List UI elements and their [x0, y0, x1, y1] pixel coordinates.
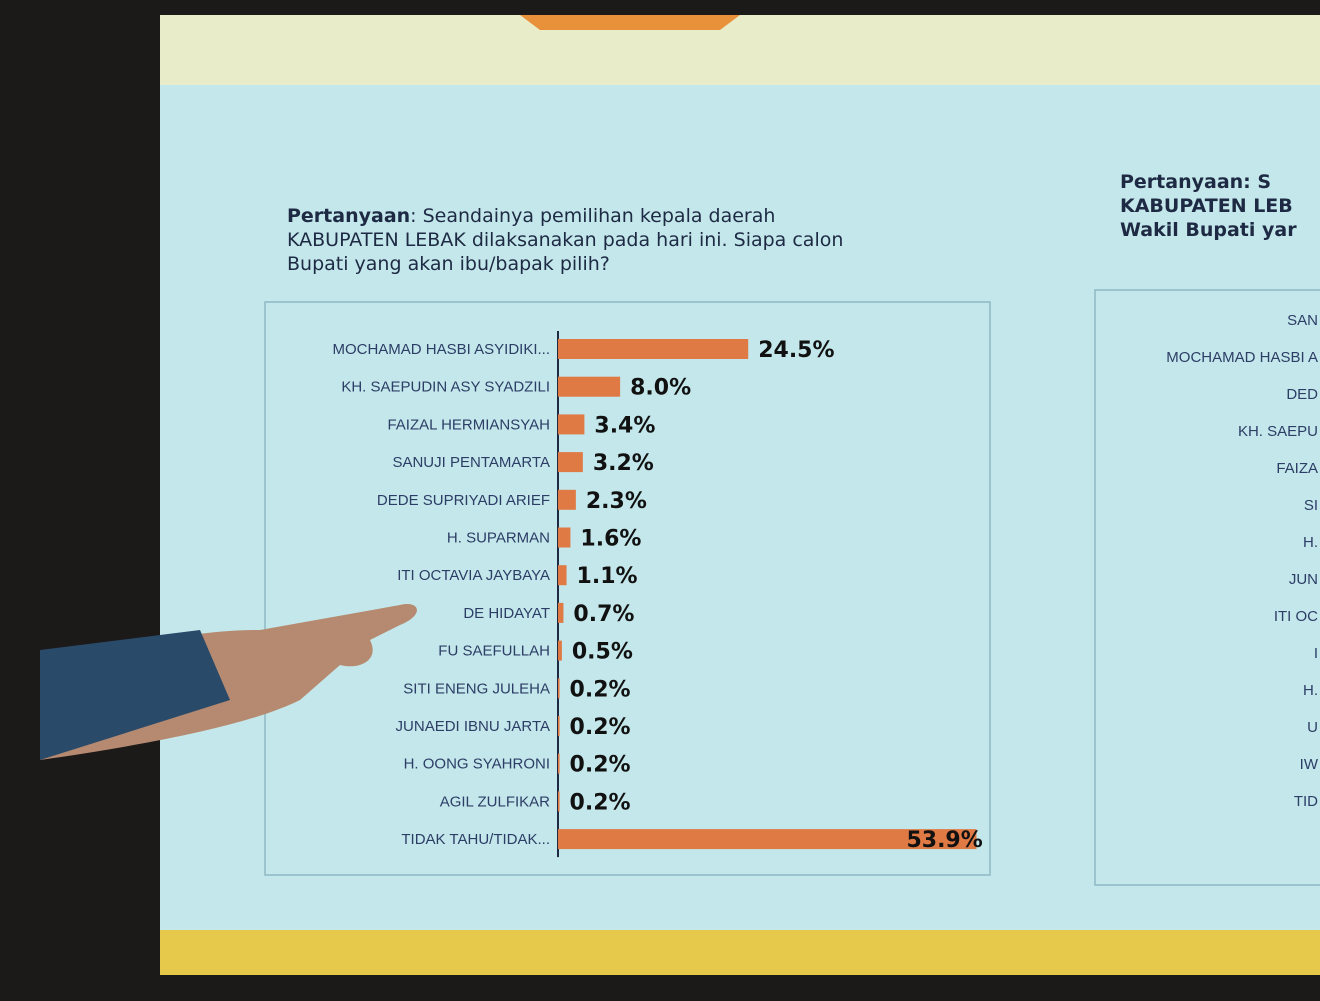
- side-label: ITI OC: [1274, 608, 1318, 625]
- side-label: SI: [1304, 497, 1318, 514]
- sleeve: [40, 630, 230, 760]
- bar: [558, 753, 560, 774]
- slide-top-band: [160, 15, 1320, 85]
- value-label: 24.5%: [758, 338, 834, 363]
- value-label: 0.2%: [570, 715, 631, 740]
- value-label: 0.5%: [572, 640, 633, 665]
- y-tick-label: AGIL ZULFIKAR: [440, 793, 550, 810]
- value-label: 3.2%: [593, 451, 654, 476]
- slide-bottom-band: [160, 930, 1320, 975]
- bar: [558, 376, 621, 397]
- value-label: 1.1%: [577, 564, 638, 589]
- side-title: Pertanyaan: S KABUPATEN LEB Wakil Bupati y…: [1120, 171, 1297, 241]
- side-label: MOCHAMAD HASBI A: [1166, 349, 1318, 366]
- side-label: IW: [1300, 756, 1319, 773]
- y-tick-label: KH. SAEPUDIN ASY SYADZILI: [341, 379, 550, 396]
- bar: [558, 527, 571, 548]
- title-line: Bupati yang akan ibu/bapak pilih?: [287, 253, 610, 275]
- bar: [558, 452, 583, 473]
- side-label: I: [1314, 645, 1318, 662]
- side-label: DED: [1286, 386, 1318, 403]
- y-tick-label: FAIZAL HERMIANSYAH: [387, 416, 550, 433]
- value-label: 53.9%: [906, 828, 982, 853]
- side-label: KH. SAEPU: [1238, 423, 1318, 440]
- value-label: 0.7%: [573, 602, 634, 627]
- side-label: JUN: [1289, 571, 1318, 588]
- bar: [558, 602, 564, 623]
- top-decoration: [520, 15, 740, 30]
- side-title-label: Pertanyaan: [1120, 171, 1243, 193]
- y-tick-label: H. SUPARMAN: [447, 530, 550, 547]
- side-label: TID: [1294, 793, 1318, 810]
- side-label: H.: [1303, 682, 1318, 699]
- y-tick-label: ITI OCTAVIA JAYBAYA: [397, 567, 550, 584]
- side-label: U: [1307, 719, 1318, 736]
- bar: [558, 414, 585, 435]
- value-label: 0.2%: [570, 790, 631, 815]
- chart-marks: MOCHAMAD HASBI ASYIDIKI... 24.5% KH. SAEPU…: [332, 312, 1319, 858]
- y-tick-label: SITI ENENG JULEHA: [403, 680, 550, 697]
- bar: [558, 339, 749, 359]
- y-tick-label: JUNAEDI IBNU JARTA: [396, 718, 550, 735]
- value-label: 2.3%: [586, 489, 647, 514]
- title-label: Pertanyaan: [287, 205, 410, 227]
- chart-title: Pertanyaan: Seandainya pemilihan kepala …: [287, 205, 843, 275]
- side-label: SAN: [1287, 312, 1318, 329]
- y-tick-label: MOCHAMAD HASBI ASYIDIKI...: [332, 341, 550, 358]
- y-tick-label: TIDAK TAHU/TIDAK...: [401, 831, 550, 848]
- bar: [558, 565, 567, 586]
- slide: [160, 15, 1320, 975]
- side-title-line: : S: [1243, 171, 1271, 193]
- title-line: : Seandainya pemilihan kepala daerah: [410, 205, 775, 227]
- side-label: H.: [1303, 534, 1318, 551]
- y-tick-label: DE HIDAYAT: [463, 605, 550, 622]
- y-tick-label: FU SAEFULLAH: [438, 643, 550, 660]
- bar: [558, 829, 977, 850]
- side-label: FAIZA: [1276, 460, 1318, 477]
- y-tick-label: DEDE SUPRIYADI ARIEF: [377, 492, 550, 509]
- value-label: 8.0%: [630, 376, 691, 401]
- bar: [558, 791, 560, 812]
- side-title-line: Wakil Bupati yar: [1120, 219, 1297, 241]
- value-label: 0.2%: [570, 677, 631, 702]
- bar: [558, 716, 560, 736]
- y-tick-label: H. OONG SYAHRONI: [404, 756, 550, 773]
- chart-box: [264, 301, 991, 876]
- bar: [558, 489, 576, 510]
- side-chart-box: [1094, 289, 1320, 886]
- value-label: 3.4%: [594, 413, 655, 438]
- value-label: 0.2%: [570, 753, 631, 778]
- y-tick-label: SANUJI PENTAMARTA: [392, 454, 550, 471]
- bar: [558, 678, 560, 699]
- value-label: 1.6%: [580, 527, 641, 552]
- side-title-line: KABUPATEN LEB: [1120, 195, 1293, 217]
- title-line: KABUPATEN LEBAK dilaksanakan pada hari i…: [287, 229, 843, 251]
- bar: [558, 640, 562, 661]
